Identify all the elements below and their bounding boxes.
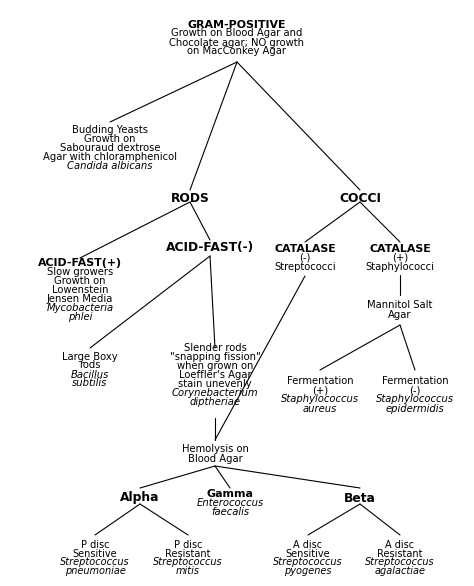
Text: P disc: P disc [81,540,109,550]
Text: Streptococcus: Streptococcus [60,557,130,567]
Text: Growth on Blood Agar and: Growth on Blood Agar and [171,29,303,39]
Text: Staphylococcus: Staphylococcus [281,394,359,404]
Text: Streptococcus: Streptococcus [273,557,343,567]
Text: (+): (+) [312,386,328,396]
Text: (+): (+) [392,253,408,263]
Text: Lowenstein: Lowenstein [52,285,108,295]
Text: aureus: aureus [303,404,337,414]
Text: Budding Yeasts: Budding Yeasts [72,125,148,135]
Text: Streptococcus: Streptococcus [153,557,223,567]
Text: Staphylococcus: Staphylococcus [376,394,454,404]
Text: ACID-FAST(+): ACID-FAST(+) [38,258,122,268]
Text: pneumoniae: pneumoniae [64,566,126,576]
Text: Candida albicans: Candida albicans [67,161,153,171]
Text: Mycobacteria: Mycobacteria [46,303,114,313]
Text: (-): (-) [299,253,310,263]
Text: Enterococcus: Enterococcus [196,498,264,508]
Text: A disc: A disc [293,540,323,550]
Text: Agar: Agar [388,309,412,319]
Text: stain unevenly: stain unevenly [178,379,252,389]
Text: Agar with chloramphenicol: Agar with chloramphenicol [43,152,177,162]
Text: mitis: mitis [176,566,200,576]
Text: A disc: A disc [385,540,415,550]
Text: Growth on: Growth on [84,134,136,144]
Text: Corynebacterium: Corynebacterium [172,388,258,398]
Text: Large Boxy: Large Boxy [62,352,118,362]
Text: Growth on: Growth on [54,276,106,286]
Text: Hemolysis on: Hemolysis on [182,445,248,455]
Text: Sabouraud dextrose: Sabouraud dextrose [60,143,160,153]
Text: Blood Agar: Blood Agar [188,454,242,464]
Text: Streptococcus: Streptococcus [365,557,435,567]
Text: Resistant: Resistant [165,548,211,558]
Text: Loeffler's Agar: Loeffler's Agar [179,370,251,380]
Text: Chocolate agar; NO growth: Chocolate agar; NO growth [170,38,304,47]
Text: Bacillus: Bacillus [71,370,109,380]
Text: when grown on: when grown on [177,361,253,371]
Text: pyogenes: pyogenes [284,566,332,576]
Text: subtilis: subtilis [73,379,108,389]
Text: faecalis: faecalis [211,507,249,517]
Text: Fermentation: Fermentation [382,376,448,387]
Text: CATALASE: CATALASE [369,244,431,254]
Text: GRAM-POSITIVE: GRAM-POSITIVE [188,19,286,29]
Text: epidermidis: epidermidis [386,404,444,414]
Text: Beta: Beta [344,492,376,505]
Text: (-): (-) [410,386,421,396]
Text: ACID-FAST(-): ACID-FAST(-) [166,241,254,254]
Text: agalactiae: agalactiae [374,566,426,576]
Text: Mannitol Salt: Mannitol Salt [367,301,433,311]
Text: Slow growers: Slow growers [47,267,113,277]
Text: rods: rods [79,360,101,370]
Text: Resistant: Resistant [377,548,423,558]
Text: on MacConkey Agar: on MacConkey Agar [188,46,286,56]
Text: Staphylococci: Staphylococci [365,262,435,272]
Text: Gamma: Gamma [207,489,254,499]
Text: Sensitive: Sensitive [286,548,330,558]
Text: Slender rods: Slender rods [183,343,246,353]
Text: Fermentation: Fermentation [287,376,353,387]
Text: CATALASE: CATALASE [274,244,336,254]
Text: diptheriae: diptheriae [190,397,240,407]
Text: Alpha: Alpha [120,492,160,505]
Text: P disc: P disc [174,540,202,550]
Text: RODS: RODS [171,192,210,205]
Text: Jensen Media: Jensen Media [47,294,113,304]
Text: phlei: phlei [68,312,92,322]
Text: "snapping fission": "snapping fission" [170,352,260,362]
Text: COCCI: COCCI [339,192,381,205]
Text: Sensitive: Sensitive [73,548,117,558]
Text: Streptococci: Streptococci [274,262,336,272]
